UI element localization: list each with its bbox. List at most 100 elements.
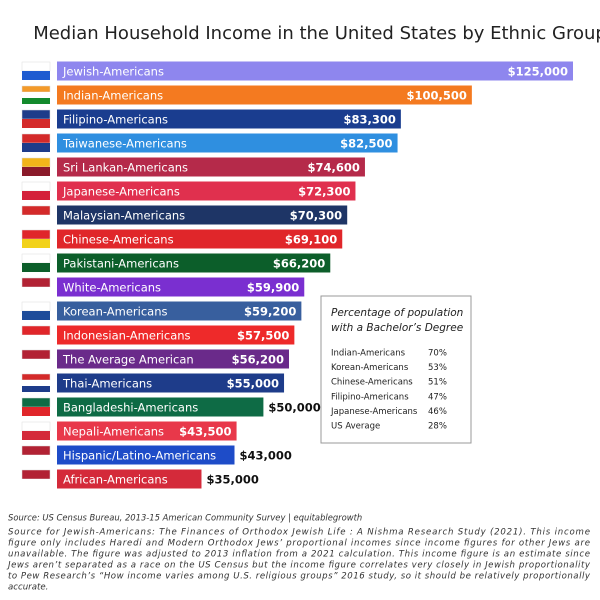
category-label: Indonesian-Americans	[63, 329, 191, 343]
note: to Pew Research’s “How income varies amo…	[8, 572, 591, 582]
flag	[21, 277, 51, 288]
category-label: African-Americans	[63, 473, 168, 487]
flag	[21, 205, 51, 216]
value-label: $82,500	[340, 137, 392, 151]
flag	[22, 167, 50, 176]
inset-row-name: Japanese-Americans	[330, 407, 418, 417]
value-label: $72,300	[298, 185, 350, 199]
flag	[22, 92, 50, 98]
flag	[21, 469, 51, 480]
value-label: $59,200	[244, 305, 296, 319]
flag	[22, 335, 50, 344]
category-label: Malaysian-Americans	[63, 209, 185, 223]
flag	[21, 109, 51, 120]
bar	[57, 253, 331, 273]
value-label: $50,000	[268, 401, 320, 415]
flag	[22, 215, 50, 224]
inset-row-value: 53%	[428, 363, 447, 373]
bar	[57, 325, 295, 345]
inset-row-value: 28%	[428, 422, 447, 432]
category-label: Indian-Americans	[63, 89, 163, 103]
category-label: Sri Lankan-Americans	[63, 161, 188, 175]
bar	[57, 133, 398, 153]
flag	[21, 85, 51, 93]
category-label: Nepali-Americans	[63, 425, 164, 439]
flag	[22, 143, 50, 152]
bar	[57, 373, 285, 393]
note: figure only includes Haredi and Modern O…	[8, 539, 590, 549]
flag	[22, 263, 50, 272]
flag	[21, 445, 51, 456]
inset-row-name: Chinese-Americans	[331, 378, 413, 388]
value-label: $100,500	[406, 89, 466, 103]
inset-row-name: Filipino-Americans	[331, 392, 409, 402]
category-label: Jewish-Americans	[62, 65, 164, 79]
category-label: Thai-Americans	[62, 377, 152, 391]
category-label: Pakistani-Americans	[63, 257, 179, 271]
inset-row-value: 70%	[428, 349, 447, 359]
bar	[57, 181, 356, 201]
flag	[21, 325, 51, 336]
bar	[57, 421, 237, 441]
value-label: $74,600	[308, 161, 360, 175]
bar	[57, 229, 343, 249]
bar	[57, 109, 401, 129]
flag	[21, 253, 51, 264]
category-label: Chinese-Americans	[63, 233, 174, 247]
flag	[21, 349, 51, 360]
flag	[22, 311, 50, 320]
inset-box	[320, 295, 472, 444]
flag	[22, 71, 50, 80]
value-label: $66,200	[273, 257, 325, 271]
value-label: $56,200	[232, 353, 284, 367]
flag	[21, 301, 51, 312]
category-label: White-Americans	[63, 281, 161, 295]
flag	[22, 479, 50, 488]
bar	[57, 85, 472, 105]
flag	[22, 191, 50, 200]
inset-row-name: Korean-Americans	[331, 363, 409, 373]
flag	[22, 380, 50, 386]
inset-row-value: 47%	[428, 392, 447, 402]
category-label: Filipino-Americans	[63, 113, 168, 127]
bar	[57, 469, 202, 489]
bar	[57, 277, 305, 297]
flag	[22, 287, 50, 296]
flag	[21, 133, 51, 144]
source: Source: US Census Bureau, 2013-15 Americ…	[8, 513, 362, 523]
flag	[22, 119, 50, 128]
bar	[57, 205, 348, 225]
flag	[22, 98, 50, 104]
value-label: $35,000	[206, 473, 258, 487]
bar	[57, 61, 573, 81]
flag	[22, 359, 50, 368]
value-label: $69,100	[285, 233, 337, 247]
category-label: Hispanic/Latino-Americans	[63, 449, 216, 463]
value-label: $83,300	[343, 113, 395, 127]
inset-title: Percentage of population	[331, 307, 463, 319]
inset-row-value: 46%	[428, 407, 447, 417]
bar	[57, 445, 235, 465]
bar	[57, 349, 289, 369]
inset-row-name: Indian-Americans	[331, 349, 406, 359]
category-label: Bangladeshi-Americans	[63, 401, 198, 415]
inset-row-name: US Average	[331, 422, 380, 432]
category-label: The Average American	[62, 353, 194, 367]
flag	[21, 157, 51, 168]
value-label: $55,000	[227, 377, 279, 391]
value-label: $59,900	[247, 281, 299, 295]
flag	[22, 455, 50, 464]
flag	[21, 61, 51, 72]
note: unavailable. The figure was adjusted to …	[8, 550, 590, 560]
flag	[22, 386, 50, 392]
category-label: Korean-Americans	[63, 305, 168, 319]
note: Jews aren’t separated as a race on the U…	[6, 561, 591, 571]
value-label: $70,300	[290, 209, 342, 223]
note: accurate.	[8, 583, 48, 593]
flag	[22, 431, 50, 440]
value-label: $57,500	[237, 329, 289, 343]
inset-title: with a Bachelor’s Degree	[331, 322, 463, 334]
bar	[57, 301, 302, 321]
category-label: Japanese-Americans	[62, 185, 180, 199]
